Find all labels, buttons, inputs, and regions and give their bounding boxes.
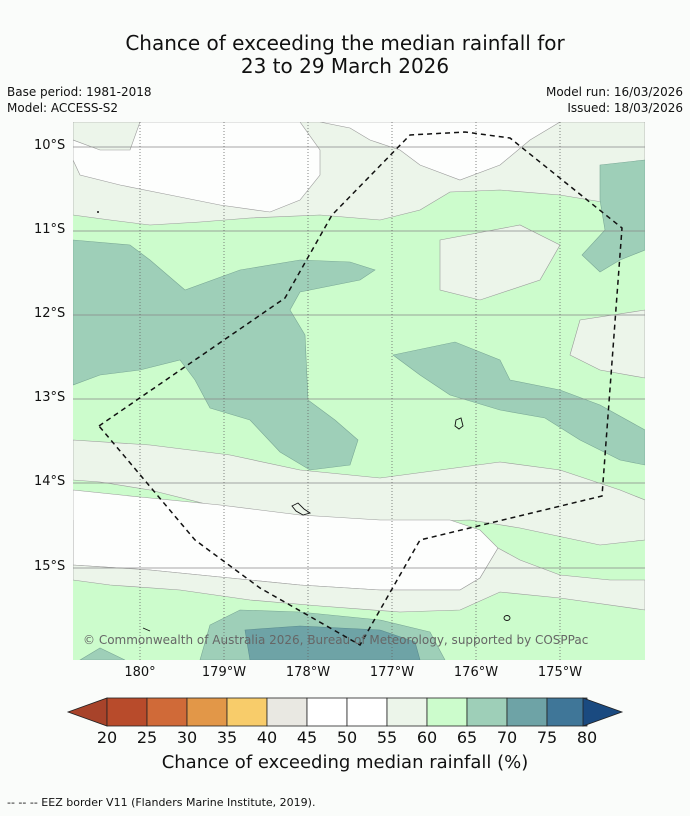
band-55-60-south (73, 520, 645, 613)
colorbar-tick: 35 (216, 728, 238, 747)
colorbar-tick: 40 (256, 728, 278, 747)
island-1 (454, 417, 464, 430)
model-run: Model run: 16/03/2026 (545, 85, 683, 99)
gridlines (73, 146, 645, 569)
colorbar-tick: 65 (456, 728, 478, 747)
colorbar-tick: 25 (136, 728, 158, 747)
colorbar-bin (186, 697, 228, 727)
lon-label: 179°W (201, 665, 247, 680)
patch-65-70-sw (79, 647, 126, 660)
colorbar (66, 697, 624, 727)
lon-label: 178°W (285, 665, 331, 680)
colorbar-bin (466, 697, 508, 727)
eez-legend-note: -- -- -- EEZ border V11 (Flanders Marine… (7, 796, 316, 809)
patch-55-60 (439, 224, 561, 301)
map-area (73, 122, 645, 660)
colorbar-bin (386, 697, 428, 727)
island-5 (97, 211, 99, 213)
colorbar-bin (266, 697, 308, 727)
colorbar-tick: 60 (416, 728, 438, 747)
colorbar-tick: 70 (496, 728, 518, 747)
lon-label: 175°W (537, 665, 583, 680)
colorbar-bin (306, 697, 348, 727)
area-65-70-east (392, 341, 645, 466)
model-name: Model: ACCESS-S2 (7, 101, 119, 115)
island-3 (503, 615, 511, 621)
colorbar-bin (226, 697, 268, 727)
colorbar-tick: 80 (576, 728, 598, 747)
colorbar-tick: 20 (96, 728, 118, 747)
colorbar-bin (506, 697, 548, 727)
colorbar-tick: 50 (336, 728, 358, 747)
band-55-60-middle (73, 439, 645, 546)
lat-label: 10°S (34, 138, 66, 153)
copyright-notice: © Commonwealth of Australia 2026, Bureau… (83, 633, 589, 647)
lat-label: 14°S (34, 474, 66, 489)
colorbar-bin (546, 697, 588, 727)
colorbar-tick: 75 (536, 728, 558, 747)
lon-label: 176°W (453, 665, 499, 680)
colorbar-bin (346, 697, 388, 727)
base-period: Base period: 1981-2018 (7, 85, 152, 99)
colorbar-bin (106, 697, 148, 727)
colorbar-tick: 45 (296, 728, 318, 747)
colorbar-tick: 55 (376, 728, 398, 747)
lat-label: 12°S (34, 306, 66, 321)
colorbar-below (66, 697, 108, 727)
island-2 (291, 502, 312, 516)
colorbar-bin (426, 697, 468, 727)
area-70-75-south (244, 625, 421, 660)
island-4 (142, 627, 151, 632)
lat-label: 15°S (34, 559, 66, 574)
lat-label: 13°S (34, 390, 66, 405)
lon-label: 177°W (369, 665, 415, 680)
colorbar-above (582, 697, 624, 727)
chart-title-line1: Chance of exceeding the median rainfall … (125, 31, 565, 55)
colorbar-title: Chance of exceeding median rainfall (%) (161, 752, 529, 773)
issued-date: Issued: 18/03/2026 (567, 101, 683, 115)
colorbar-bin (146, 697, 188, 727)
colorbar-tick: 30 (176, 728, 198, 747)
patch-55-60-east (569, 309, 645, 379)
chart-title-line2: 23 to 29 March 2026 (240, 54, 450, 78)
patch-65-70-ne (581, 159, 645, 273)
lat-label: 11°S (34, 222, 66, 237)
eez-border (98, 131, 623, 647)
area-65-70-west (73, 239, 376, 471)
lon-label: 180° (124, 665, 156, 680)
